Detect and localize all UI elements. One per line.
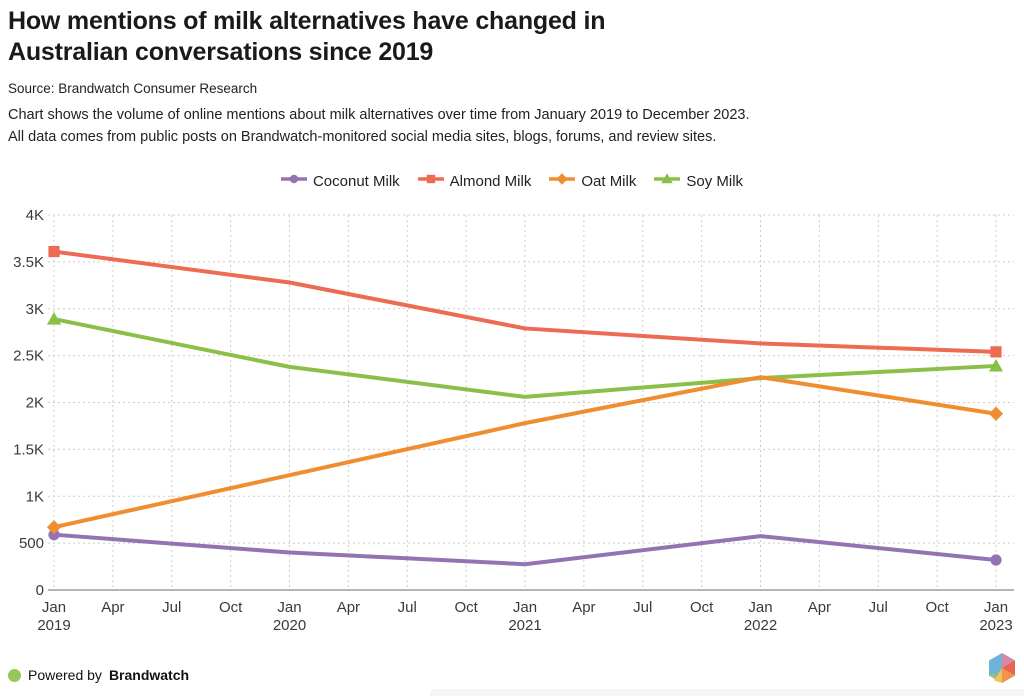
- series-line-oat-milk: [52, 375, 998, 530]
- svg-text:Jan: Jan: [42, 599, 66, 616]
- gridlines: [48, 214, 1014, 590]
- legend-item-almond-milk[interactable]: Almond Milk: [417, 172, 532, 191]
- series-oat-milk: [46, 375, 1004, 535]
- series-line-soy-milk: [52, 317, 998, 399]
- svg-text:1K: 1K: [26, 488, 44, 505]
- legend-item-oat-milk[interactable]: Oat Milk: [549, 172, 636, 191]
- svg-text:Apr: Apr: [101, 599, 124, 616]
- svg-text:0: 0: [36, 582, 44, 599]
- brand-dot-icon: [8, 668, 21, 682]
- description-line-2: All data comes from public posts on Bran…: [8, 128, 717, 145]
- series-almond-milk: [48, 245, 1002, 358]
- series-line-coconut-milk: [52, 532, 998, 567]
- series-coconut-milk: [48, 529, 1002, 567]
- svg-text:Jul: Jul: [633, 599, 652, 616]
- svg-text:2019: 2019: [37, 617, 70, 634]
- coconut-milk-line-marker-icon: [280, 172, 307, 191]
- powered-by-text: Powered by: [28, 667, 102, 683]
- chart-legend: Coconut Milk Almond Milk Oat Milk Soy Mi…: [0, 172, 1024, 191]
- svg-text:Oct: Oct: [219, 599, 243, 616]
- svg-text:3.5K: 3.5K: [13, 254, 44, 271]
- svg-text:2021: 2021: [508, 617, 541, 634]
- legend-label: Oat Milk: [581, 173, 637, 190]
- powered-by-footer: Powered by Brandwatch: [8, 665, 189, 685]
- svg-text:2K: 2K: [26, 395, 44, 412]
- svg-text:1.5K: 1.5K: [13, 441, 44, 458]
- legend-label: Coconut Milk: [312, 173, 400, 190]
- oat-milk-line-marker-icon: [549, 172, 576, 191]
- svg-text:2022: 2022: [744, 617, 777, 634]
- y-axis-labels: 0 500 1K 1.5K 2K 2.5K 3K 3.5K 4K: [13, 207, 44, 599]
- source-line: Source: Brandwatch Consumer Research: [8, 81, 258, 96]
- svg-text:Apr: Apr: [572, 599, 595, 616]
- svg-text:Jan: Jan: [513, 599, 537, 616]
- series-line-almond-milk: [52, 249, 998, 354]
- svg-text:Oct: Oct: [454, 599, 478, 616]
- svg-text:Jan: Jan: [277, 599, 301, 616]
- description-line-1: Chart shows the volume of online mention…: [8, 107, 750, 123]
- svg-text:Jul: Jul: [162, 599, 181, 616]
- svg-text:4K: 4K: [26, 207, 44, 224]
- svg-text:Jul: Jul: [869, 599, 888, 616]
- svg-text:Jan: Jan: [748, 599, 772, 616]
- bottom-overlay-edge: [430, 689, 1024, 696]
- svg-text:Oct: Oct: [690, 599, 714, 616]
- legend-label: Almond Milk: [449, 173, 532, 190]
- soy-milk-line-marker-icon: [654, 172, 681, 191]
- svg-text:Oct: Oct: [925, 599, 949, 616]
- page-title: How mentions of milk alternatives have c…: [8, 7, 606, 66]
- chart-header: How mentions of milk alternatives have c…: [8, 6, 1018, 149]
- svg-text:500: 500: [19, 535, 44, 552]
- legend-item-coconut-milk[interactable]: Coconut Milk: [280, 172, 400, 191]
- svg-text:Jul: Jul: [398, 599, 417, 616]
- svg-text:3K: 3K: [26, 301, 44, 318]
- svg-text:Apr: Apr: [808, 599, 831, 616]
- svg-text:2023: 2023: [979, 617, 1012, 634]
- svg-text:2.5K: 2.5K: [13, 348, 44, 365]
- brand-name: Brandwatch: [108, 667, 190, 683]
- legend-label: Soy Milk: [686, 173, 744, 190]
- svg-text:Jan: Jan: [984, 599, 1008, 616]
- series-soy-milk: [46, 311, 1004, 399]
- svg-text:2020: 2020: [273, 617, 306, 634]
- svg-text:Apr: Apr: [337, 599, 360, 616]
- almond-milk-line-marker-icon: [417, 172, 444, 191]
- brandwatch-logo-icon: [989, 653, 1015, 683]
- legend-item-soy-milk[interactable]: Soy Milk: [654, 172, 743, 191]
